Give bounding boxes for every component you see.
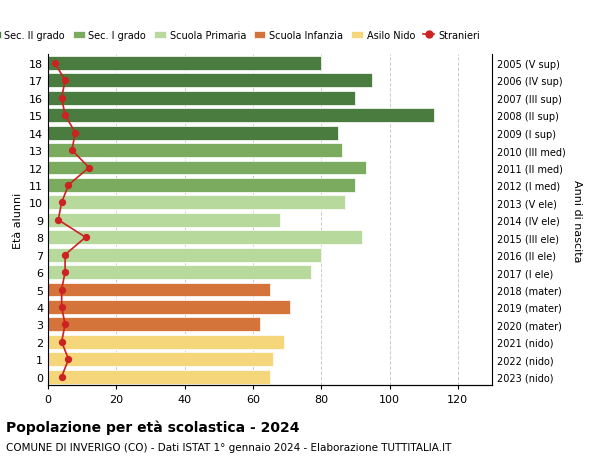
Bar bbox=[48, 109, 434, 123]
Bar bbox=[48, 248, 321, 262]
Point bbox=[60, 78, 70, 85]
Bar bbox=[48, 300, 290, 314]
Point bbox=[57, 303, 67, 311]
Bar bbox=[48, 74, 373, 88]
Bar bbox=[48, 179, 355, 192]
Bar bbox=[48, 144, 342, 158]
Bar bbox=[48, 335, 284, 349]
Point bbox=[67, 147, 77, 154]
Point bbox=[60, 112, 70, 120]
Bar bbox=[48, 196, 345, 210]
Bar bbox=[48, 161, 365, 175]
Text: Popolazione per età scolastica - 2024: Popolazione per età scolastica - 2024 bbox=[6, 420, 299, 435]
Bar bbox=[48, 370, 270, 384]
Point bbox=[57, 286, 67, 294]
Bar bbox=[48, 266, 311, 280]
Point bbox=[57, 373, 67, 381]
Point bbox=[84, 164, 94, 172]
Bar bbox=[48, 57, 321, 71]
Point bbox=[57, 199, 67, 207]
Point bbox=[60, 269, 70, 276]
Text: COMUNE DI INVERIGO (CO) - Dati ISTAT 1° gennaio 2024 - Elaborazione TUTTITALIA.I: COMUNE DI INVERIGO (CO) - Dati ISTAT 1° … bbox=[6, 442, 451, 452]
Point bbox=[60, 252, 70, 259]
Point bbox=[50, 60, 59, 67]
Point bbox=[57, 95, 67, 102]
Bar bbox=[48, 318, 260, 332]
Bar bbox=[48, 126, 338, 140]
Point bbox=[57, 338, 67, 346]
Bar bbox=[48, 353, 274, 366]
Bar bbox=[48, 283, 270, 297]
Legend: Sec. II grado, Sec. I grado, Scuola Primaria, Scuola Infanzia, Asilo Nido, Stran: Sec. II grado, Sec. I grado, Scuola Prim… bbox=[0, 27, 484, 45]
Y-axis label: Età alunni: Età alunni bbox=[13, 192, 23, 248]
Point bbox=[81, 234, 91, 241]
Point bbox=[53, 217, 63, 224]
Bar bbox=[48, 92, 355, 106]
Point bbox=[60, 321, 70, 328]
Bar bbox=[48, 213, 280, 227]
Point bbox=[64, 182, 73, 189]
Point bbox=[71, 130, 80, 137]
Bar bbox=[48, 231, 362, 245]
Y-axis label: Anni di nascita: Anni di nascita bbox=[572, 179, 582, 262]
Point bbox=[64, 356, 73, 363]
